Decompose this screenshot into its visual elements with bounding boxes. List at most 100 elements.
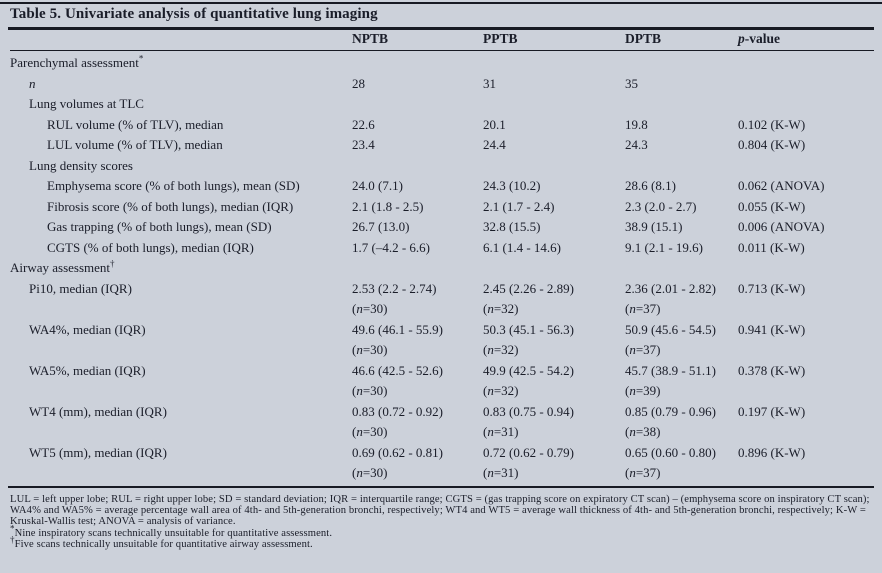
- cell-value: 0.83 (0.75 - 0.94): [483, 403, 574, 419]
- table-row: Lung density scores: [10, 156, 874, 177]
- cell: [483, 94, 625, 115]
- cell-value: 0.85 (0.79 - 0.96): [625, 403, 716, 419]
- title-rule: [8, 27, 874, 30]
- cell-sample-size: (n=30): [352, 383, 388, 398]
- table-title: Table 5. Univariate analysis of quantita…: [10, 6, 378, 22]
- cell: 2.1 (1.8 - 2.5): [352, 197, 483, 218]
- cell: [738, 258, 874, 279]
- cell-value: 2.1 (1.8 - 2.5): [352, 198, 424, 214]
- cell: 0.83 (0.72 - 0.92) (n=30): [352, 402, 483, 443]
- cell: [483, 51, 625, 74]
- cell-sample-size: (n=37): [625, 301, 661, 316]
- table-row: Airway assessment†: [10, 258, 874, 279]
- cell-value: 20.1: [483, 116, 506, 132]
- column-header: DPTB: [625, 31, 738, 51]
- cell: [738, 94, 874, 115]
- row-label: CGTS (% of both lungs), median (IQR): [47, 239, 254, 255]
- cell-value: 19.8: [625, 116, 648, 132]
- table-row: Emphysema score (% of both lungs), mean …: [10, 176, 874, 197]
- cell-value: 0.65 (0.60 - 0.80): [625, 444, 716, 460]
- cell-value: 38.9 (15.1): [625, 219, 683, 234]
- row-label: RUL volume (% of TLV), median: [47, 116, 224, 132]
- cell-sample-size: (n=31): [483, 465, 519, 480]
- cell-value: 24.3 (10.2): [483, 178, 541, 193]
- cell-value: 6.1 (1.4 - 14.6): [483, 239, 561, 255]
- cell: 0.72 (0.62 - 0.79) (n=31): [483, 443, 625, 484]
- cell-value: 1.7 (–4.2 - 6.6): [352, 239, 430, 255]
- table-row: Fibrosis score (% of both lungs), median…: [10, 197, 874, 218]
- cell: 0.83 (0.75 - 0.94) (n=31): [483, 402, 625, 443]
- cell: 26.7 (13.0): [352, 217, 483, 238]
- cell-sample-size: (n=39): [625, 383, 661, 398]
- cell: 24.4: [483, 135, 625, 156]
- cell-value: 0.713 (K-W): [738, 280, 806, 296]
- table-row: n 28 31 35: [10, 74, 874, 95]
- cell-sample-size: (n=30): [352, 424, 388, 439]
- cell: [352, 156, 483, 177]
- row-label: Gas trapping (% of both lungs), mean (SD…: [47, 219, 272, 234]
- row-label: WT4 (mm), median (IQR): [29, 403, 167, 419]
- row-label: n: [29, 75, 36, 91]
- column-header: PPTB: [483, 31, 625, 51]
- cell-value: 23.4: [352, 137, 375, 152]
- cell: [625, 156, 738, 177]
- cell: 0.713 (K-W): [738, 279, 874, 320]
- cell: 0.011 (K-W): [738, 238, 874, 259]
- footnotes: LUL = left upper lobe; RUL = right upper…: [10, 494, 874, 550]
- cell: 0.197 (K-W): [738, 402, 874, 443]
- cell-sample-size: (n=32): [483, 383, 519, 398]
- row-label: Emphysema score (% of both lungs), mean …: [47, 178, 300, 193]
- cell-value: 0.896 (K-W): [738, 444, 806, 460]
- column-header: NPTB: [352, 31, 483, 51]
- table-row: Pi10, median (IQR) 2.53 (2.2 - 2.74) (n=30…: [10, 279, 874, 320]
- cell-sample-size: (n=32): [483, 342, 519, 357]
- cell: 2.36 (2.01 - 2.82) (n=37): [625, 279, 738, 320]
- cell: 49.9 (42.5 - 54.2) (n=32): [483, 361, 625, 402]
- cell-value: 32.8 (15.5): [483, 219, 541, 234]
- cell-sample-size: (n=30): [352, 465, 388, 480]
- table-row: WA4%, median (IQR) 49.6 (46.1 - 55.9) (n=3…: [10, 320, 874, 361]
- cell: 6.1 (1.4 - 14.6): [483, 238, 625, 259]
- row-label-column-header: [10, 31, 352, 51]
- table-row: WT4 (mm), median (IQR) 0.83 (0.72 - 0.92)…: [10, 402, 874, 443]
- row-label: WA4%, median (IQR): [29, 321, 146, 337]
- column-header-row: NPTB PPTB DPTB p-value: [10, 31, 874, 51]
- cell: 46.6 (42.5 - 52.6) (n=30): [352, 361, 483, 402]
- cell-value: 31: [483, 75, 496, 91]
- cell-value: 49.6 (46.1 - 55.9): [352, 321, 443, 337]
- cell-value: 46.6 (42.5 - 52.6): [352, 362, 443, 378]
- data-table: NPTB PPTB DPTB p-value Parenchymal assessme…: [10, 31, 874, 484]
- cell: 0.69 (0.62 - 0.81) (n=30): [352, 443, 483, 484]
- table-row: WT5 (mm), median (IQR) 0.69 (0.62 - 0.81)…: [10, 443, 874, 484]
- row-label: Parenchymal assessment*: [10, 53, 144, 70]
- cell-value: 0.83 (0.72 - 0.92): [352, 403, 443, 419]
- cell-sample-size: (n=31): [483, 424, 519, 439]
- cell-value: 0.378 (K-W): [738, 362, 806, 378]
- cell-value: 22.6: [352, 116, 375, 132]
- cell-value: 49.9 (42.5 - 54.2): [483, 362, 574, 378]
- cell: [483, 258, 625, 279]
- row-label: Pi10, median (IQR): [29, 280, 132, 296]
- cell: [625, 258, 738, 279]
- cell: [738, 51, 874, 74]
- cell: 2.53 (2.2 - 2.74) (n=30): [352, 279, 483, 320]
- cell-value: 24.3: [625, 137, 648, 152]
- row-label: Lung volumes at TLC: [29, 96, 144, 111]
- table-row: Gas trapping (% of both lungs), mean (SD…: [10, 217, 874, 238]
- table-row: WA5%, median (IQR) 46.6 (42.5 - 52.6) (n=3…: [10, 361, 874, 402]
- cell: 2.45 (2.26 - 2.89) (n=32): [483, 279, 625, 320]
- cell-sample-size: (n=32): [483, 301, 519, 316]
- cell-value: 0.011 (K-W): [738, 239, 805, 255]
- cell: 28.6 (8.1): [625, 176, 738, 197]
- cell: [625, 94, 738, 115]
- cell: 2.3 (2.0 - 2.7): [625, 197, 738, 218]
- cell: 0.804 (K-W): [738, 135, 874, 156]
- column-header: p-value: [738, 31, 874, 51]
- cell: [625, 51, 738, 74]
- cell: 0.055 (K-W): [738, 197, 874, 218]
- footnote-rule: [8, 486, 874, 488]
- cell: 31: [483, 74, 625, 95]
- cell-value: 24.4: [483, 137, 506, 152]
- cell: 0.378 (K-W): [738, 361, 874, 402]
